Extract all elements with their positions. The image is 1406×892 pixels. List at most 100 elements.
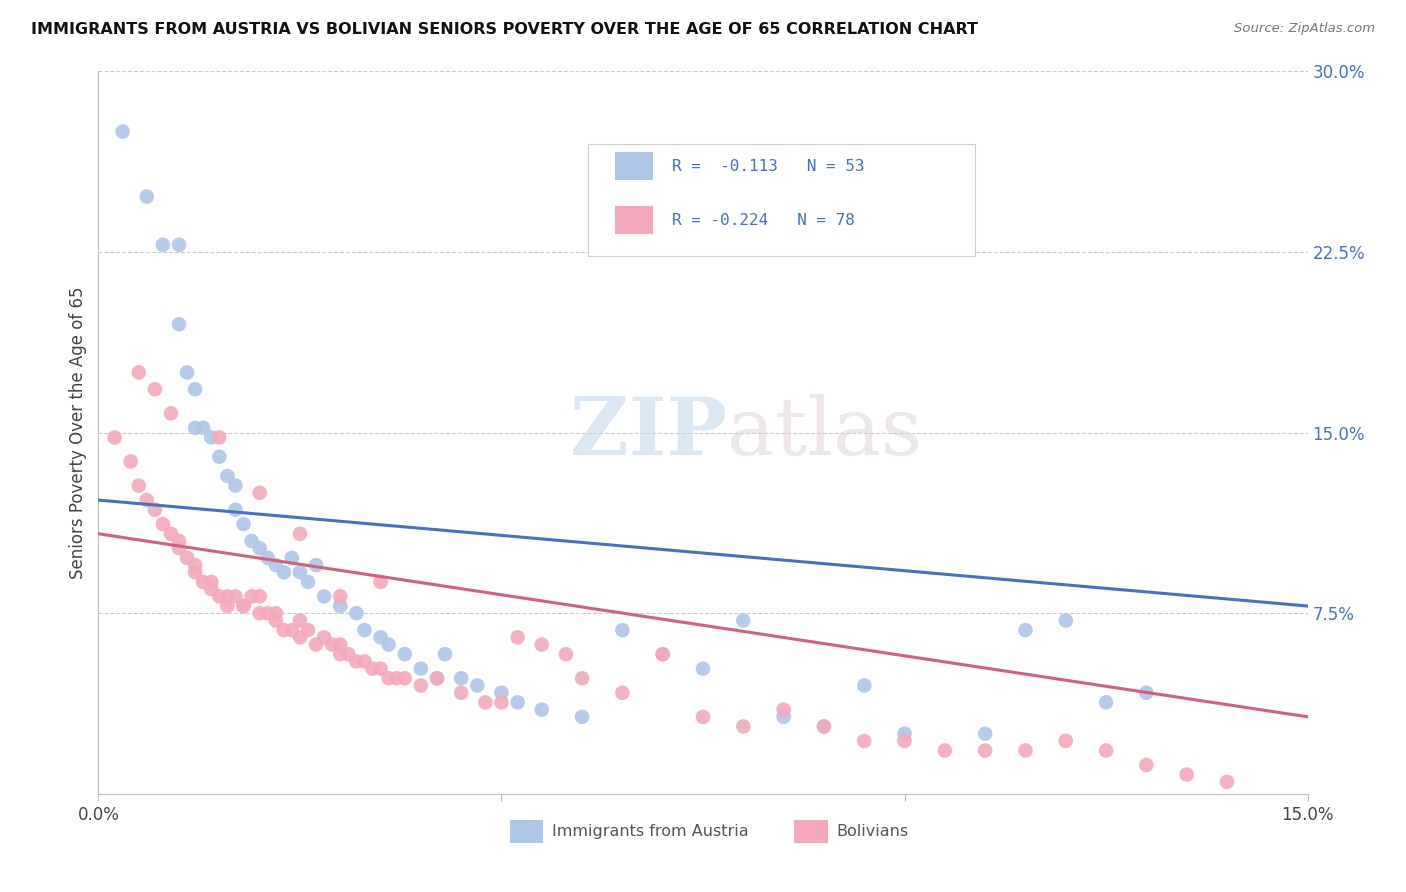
Point bbox=[506, 630, 529, 644]
Point bbox=[530, 703, 553, 717]
Bar bbox=[614, 206, 654, 234]
Point bbox=[273, 566, 295, 580]
Point bbox=[394, 671, 416, 685]
Point bbox=[465, 678, 488, 692]
Point bbox=[167, 533, 190, 548]
Point bbox=[1216, 774, 1239, 789]
Point bbox=[409, 662, 432, 676]
Point bbox=[853, 734, 876, 748]
Text: R = -0.224   N = 78: R = -0.224 N = 78 bbox=[672, 212, 855, 227]
Point bbox=[491, 686, 513, 700]
Point bbox=[152, 517, 174, 532]
Point bbox=[288, 630, 311, 644]
Point bbox=[193, 421, 215, 435]
Point bbox=[370, 574, 392, 589]
Point bbox=[232, 599, 254, 613]
Text: IMMIGRANTS FROM AUSTRIA VS BOLIVIAN SENIORS POVERTY OVER THE AGE OF 65 CORRELATI: IMMIGRANTS FROM AUSTRIA VS BOLIVIAN SENI… bbox=[31, 22, 979, 37]
Point bbox=[184, 421, 207, 435]
Point bbox=[337, 647, 360, 661]
Point bbox=[329, 599, 352, 613]
Bar bbox=[614, 153, 654, 180]
Point bbox=[135, 493, 157, 508]
Point bbox=[1014, 743, 1036, 757]
Point bbox=[353, 623, 375, 637]
Point bbox=[377, 638, 399, 652]
Text: ZIP: ZIP bbox=[571, 393, 727, 472]
Bar bbox=[509, 820, 543, 843]
Point bbox=[314, 590, 336, 604]
Point bbox=[305, 638, 328, 652]
Point bbox=[934, 743, 956, 757]
Point bbox=[530, 638, 553, 652]
Point bbox=[1135, 758, 1157, 772]
Point bbox=[128, 478, 150, 492]
Point bbox=[370, 662, 392, 676]
Point bbox=[208, 450, 231, 464]
Point bbox=[167, 541, 190, 556]
Point bbox=[224, 590, 246, 604]
Point bbox=[426, 671, 449, 685]
Point bbox=[288, 526, 311, 541]
Point bbox=[184, 566, 207, 580]
Point bbox=[450, 686, 472, 700]
Point bbox=[344, 655, 367, 669]
Point bbox=[176, 550, 198, 565]
Point bbox=[853, 678, 876, 692]
Point bbox=[314, 630, 336, 644]
Text: atlas: atlas bbox=[727, 393, 922, 472]
Point bbox=[612, 623, 634, 637]
Point bbox=[103, 430, 125, 444]
Point bbox=[264, 614, 287, 628]
Point bbox=[385, 671, 408, 685]
Point bbox=[692, 662, 714, 676]
Point bbox=[249, 607, 271, 621]
Point bbox=[264, 607, 287, 621]
FancyBboxPatch shape bbox=[588, 144, 976, 256]
Point bbox=[135, 189, 157, 203]
Point bbox=[733, 614, 755, 628]
Bar bbox=[793, 820, 828, 843]
Point bbox=[813, 719, 835, 733]
Point bbox=[249, 541, 271, 556]
Point bbox=[264, 558, 287, 573]
Point bbox=[200, 574, 222, 589]
Text: R =  -0.113   N = 53: R = -0.113 N = 53 bbox=[672, 159, 865, 174]
Point bbox=[1014, 623, 1036, 637]
Point bbox=[1175, 767, 1198, 781]
Point bbox=[240, 590, 263, 604]
Point bbox=[491, 695, 513, 709]
Text: Source: ZipAtlas.com: Source: ZipAtlas.com bbox=[1234, 22, 1375, 36]
Point bbox=[224, 502, 246, 516]
Point bbox=[167, 317, 190, 331]
Point bbox=[571, 710, 593, 724]
Point bbox=[813, 719, 835, 733]
Point bbox=[612, 686, 634, 700]
Point bbox=[167, 237, 190, 252]
Point bbox=[288, 566, 311, 580]
Point bbox=[1095, 695, 1118, 709]
Point bbox=[297, 623, 319, 637]
Point bbox=[344, 607, 367, 621]
Point bbox=[370, 630, 392, 644]
Point bbox=[974, 726, 997, 740]
Point bbox=[200, 430, 222, 444]
Point bbox=[200, 582, 222, 596]
Point bbox=[111, 124, 134, 138]
Point bbox=[1054, 614, 1077, 628]
Point bbox=[232, 517, 254, 532]
Y-axis label: Seniors Poverty Over the Age of 65: Seniors Poverty Over the Age of 65 bbox=[69, 286, 87, 579]
Point bbox=[305, 558, 328, 573]
Point bbox=[217, 590, 239, 604]
Point bbox=[232, 599, 254, 613]
Point bbox=[249, 590, 271, 604]
Point bbox=[152, 237, 174, 252]
Point bbox=[772, 710, 794, 724]
Point bbox=[434, 647, 457, 661]
Point bbox=[128, 366, 150, 380]
Point bbox=[409, 678, 432, 692]
Point bbox=[692, 710, 714, 724]
Point bbox=[361, 662, 384, 676]
Point bbox=[297, 574, 319, 589]
Point bbox=[224, 478, 246, 492]
Point bbox=[288, 614, 311, 628]
